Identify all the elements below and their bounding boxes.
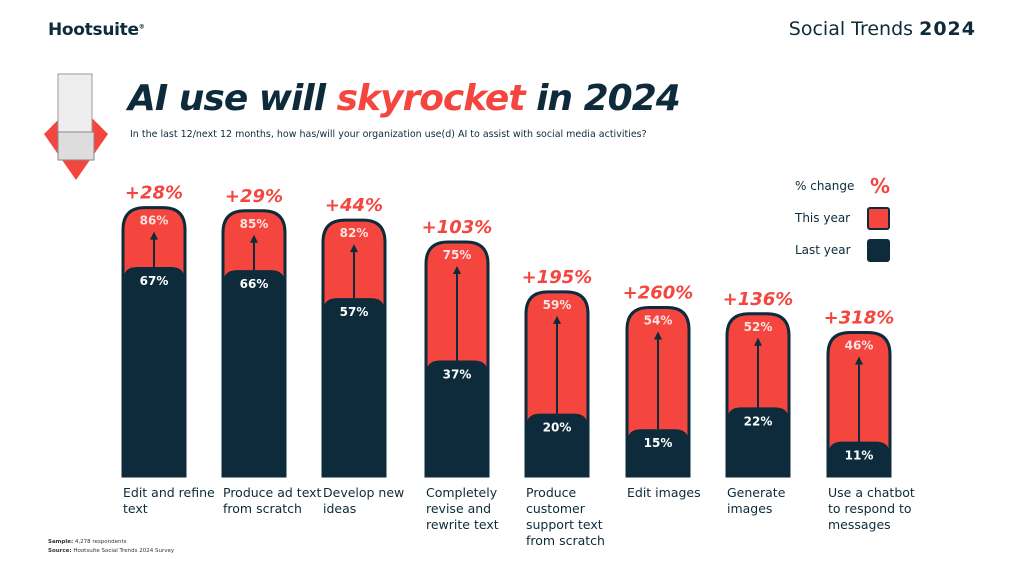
source-label: Source: [48, 548, 72, 554]
bar-last-year [828, 441, 890, 476]
value-label-this-year: 82% [340, 226, 369, 240]
title-post: in 2024 [524, 78, 681, 119]
value-label-this-year: 59% [543, 298, 572, 312]
report-cover [57, 73, 93, 137]
arrow-head-icon [754, 337, 762, 346]
arrow-head-icon [150, 231, 158, 240]
page-title: AI use will skyrocket in 2024 [128, 78, 681, 119]
category-label: Use a chatbot to respond to messages [828, 485, 915, 532]
value-label-this-year: 75% [443, 248, 472, 262]
report-illustration [44, 73, 108, 180]
social-trends-brand: Social Trends 2024 [789, 18, 976, 40]
legend-change: % change% [795, 174, 890, 198]
category-label: Produce ad text from scratch [223, 485, 322, 516]
device-shape [57, 131, 95, 161]
legend-swatch-this-year [867, 206, 890, 230]
category-label: Generate images [727, 485, 786, 516]
bar-last-year [727, 407, 789, 476]
change-label: +195% [522, 267, 593, 288]
legend-last-year-label: Last year [795, 243, 851, 257]
percent-icon: % [869, 174, 890, 198]
bar-last-year [323, 298, 385, 476]
legend-swatch-last-year [867, 238, 890, 262]
value-label-last-year: 66% [240, 277, 269, 291]
legend: % change% This year Last year [795, 174, 890, 271]
sample-value: 4,278 respondents [74, 539, 127, 545]
bar-last-year [426, 360, 488, 476]
arrow-head-icon [250, 234, 258, 243]
subtitle: In the last 12/next 12 months, how has/w… [130, 129, 647, 140]
bar-last-year [223, 270, 285, 476]
notes: Sample: 4,278 respondents Source: Hootsu… [48, 538, 174, 556]
change-label: +44% [325, 195, 383, 216]
value-label-last-year: 20% [543, 421, 572, 435]
change-label: +136% [723, 289, 794, 310]
value-label-last-year: 15% [644, 436, 673, 450]
value-label-this-year: 52% [744, 320, 773, 334]
bar-last-year [627, 429, 689, 476]
bar-last-year [526, 413, 588, 476]
arrow-head-icon [350, 244, 358, 253]
legend-this-year-label: This year [795, 211, 851, 225]
logo-text: Hootsuite [48, 20, 139, 40]
arrow-head-icon [553, 315, 561, 324]
change-label: +318% [824, 307, 895, 328]
arrow-head-icon [855, 356, 863, 365]
legend-last-year: Last year [795, 238, 890, 262]
category-label: Develop new ideas [323, 485, 405, 516]
value-label-last-year: 67% [140, 274, 169, 288]
hootsuite-logo: Hootsuite® [48, 20, 145, 40]
sample-label: Sample: [48, 539, 74, 545]
category-label: Produce customer support text from scrat… [526, 485, 605, 548]
change-label: +28% [125, 183, 183, 204]
legend-this-year: This year [795, 206, 890, 230]
value-label-last-year: 22% [744, 414, 773, 428]
value-label-this-year: 85% [240, 217, 269, 231]
arrow-head-icon [654, 331, 662, 340]
brand-year: 2024 [919, 18, 976, 40]
arrow-head-icon [453, 266, 461, 274]
change-label: +29% [225, 186, 283, 207]
value-label-this-year: 54% [644, 314, 673, 328]
change-label: +260% [623, 283, 694, 304]
title-highlight: skyrocket [336, 78, 526, 119]
category-label: Edit and refine text [123, 485, 215, 516]
value-label-last-year: 37% [443, 368, 472, 382]
bar-last-year [123, 266, 185, 476]
value-label-this-year: 86% [140, 214, 169, 228]
title-pre: AI use will [128, 78, 337, 119]
source-value: Hootsuite Social Trends 2024 Survey [73, 548, 175, 554]
category-label: Completely revise and rewrite text [426, 485, 499, 532]
category-label: Edit images [627, 485, 701, 500]
brand-prefix: Social Trends [788, 18, 914, 40]
value-label-last-year: 11% [845, 449, 874, 463]
change-label: +103% [422, 217, 493, 238]
value-label-this-year: 46% [845, 338, 874, 352]
legend-change-label: % change [795, 179, 855, 193]
value-label-last-year: 57% [340, 305, 369, 319]
